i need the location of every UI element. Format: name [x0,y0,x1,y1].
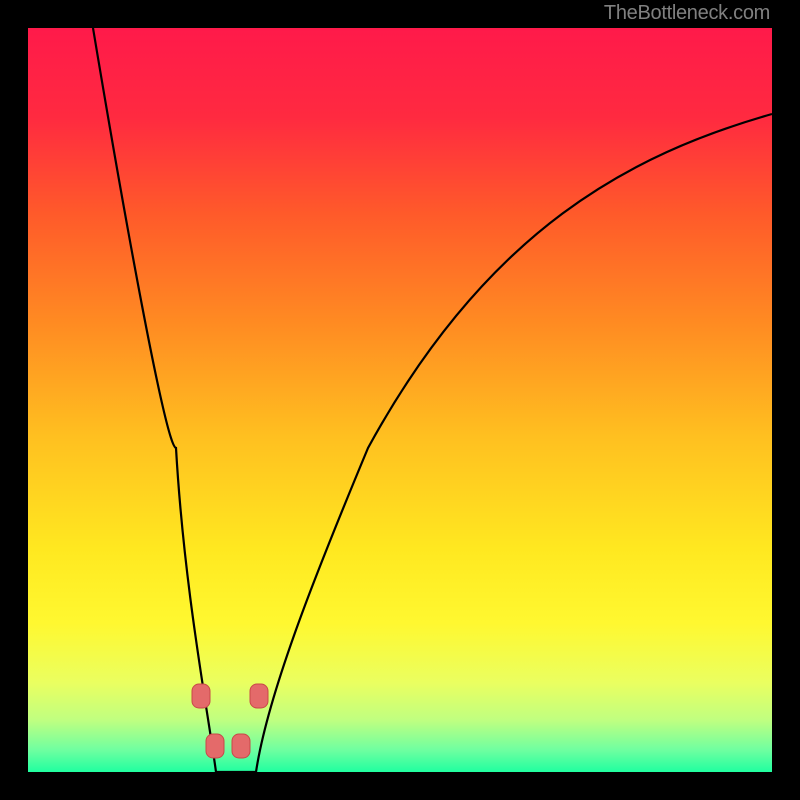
valley-marker [250,684,268,708]
chart-container: TheBottleneck.com [0,0,800,800]
valley-marker [192,684,210,708]
valley-marker [206,734,224,758]
gradient-background [28,28,772,772]
valley-marker [232,734,250,758]
bottleneck-chart [0,0,800,800]
watermark-text: TheBottleneck.com [604,2,770,25]
